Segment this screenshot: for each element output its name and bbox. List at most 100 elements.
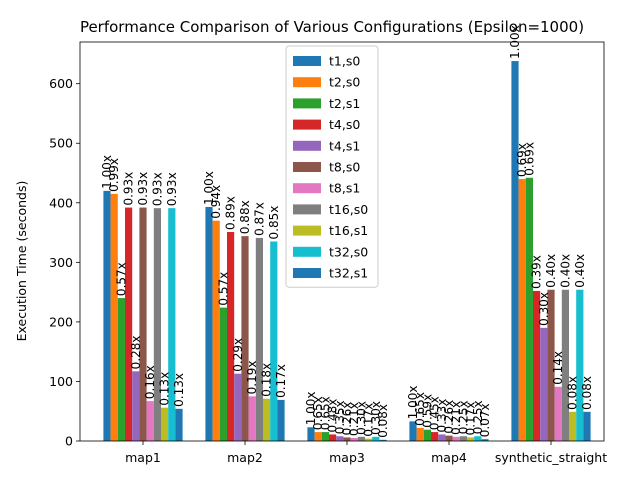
bar-label-t2-s0-map2: 0.94x: [209, 185, 223, 219]
bar-label-t4-s1-map1: 0.28x: [129, 335, 143, 369]
bar-t16-s1-map4: [467, 437, 475, 441]
x-tick-label-map4: map4: [431, 450, 467, 465]
bar-t4-s0-map3: [329, 434, 337, 441]
bar-label-t32-s0-map2: 0.85x: [267, 206, 281, 240]
bar-t4-s0-map1: [125, 207, 133, 441]
bar-t4-s1-map4: [438, 434, 446, 441]
bar-label-t4-s0-map3: 0.48x: [326, 399, 340, 433]
bar-label-t8-s0-map3: 0.26x: [340, 402, 354, 436]
bar-label-t8-s1-synthetic_straight: 0.14x: [551, 351, 565, 385]
legend-swatch-t8-s0: [293, 162, 321, 172]
bar-t1-s0-map2: [205, 206, 213, 441]
bar-t32-s0-map1: [168, 208, 176, 441]
bar-label-t1-s0-map1: 1.00x: [100, 155, 114, 189]
y-tick-label-200: 200: [49, 314, 73, 329]
legend-label-t4-s1: t4,s1: [329, 138, 360, 153]
legend-swatch-t1-s0: [293, 56, 321, 66]
bar-t16-s0-map3: [357, 436, 365, 441]
bar-t4-s1-synthetic_straight: [540, 327, 548, 441]
bar-t8-s1-map1: [146, 401, 154, 441]
bar-t16-s0-synthetic_straight: [561, 289, 569, 441]
x-tick-label-synthetic_straight: synthetic_straight: [495, 450, 607, 465]
bar-t2-s0-map3: [314, 432, 322, 441]
bar-t32-s1-map3: [379, 439, 387, 441]
bar-t4-s1-map2: [234, 373, 242, 441]
bar-labels-layer: 1.00x0.99x0.57x0.93x0.28x0.93x0.16x0.93x…: [100, 25, 594, 438]
bar-t16-s0-map4: [459, 436, 467, 441]
bar-label-t8-s1-map1: 0.16x: [143, 365, 157, 399]
bar-t8-s1-map2: [248, 396, 256, 441]
x-tick-label-map2: map2: [227, 450, 263, 465]
bar-t16-s1-synthetic_straight: [569, 411, 577, 441]
bar-t8-s0-map2: [241, 236, 249, 441]
bar-label-t32-s0-map3: 0.30x: [369, 401, 383, 435]
bar-t4-s1-map1: [132, 371, 140, 441]
legend-label-t32-s0: t32,s0: [329, 244, 368, 259]
bar-label-t4-s1-synthetic_straight: 0.30x: [537, 292, 551, 326]
bar-label-t32-s1-map1: 0.13x: [172, 373, 186, 407]
bar-label-t8-s1-map2: 0.19x: [245, 361, 259, 395]
bar-t1-s0-synthetic_straight: [511, 61, 519, 442]
y-tick-label-300: 300: [49, 255, 73, 270]
bar-label-t32-s1-map3: 0.08x: [376, 404, 390, 438]
bar-label-t32-s0-map4: 0.25x: [471, 400, 485, 434]
bar-t1-s0-map4: [409, 421, 417, 441]
bar-t2-s1-map4: [423, 429, 431, 441]
bar-label-t4-s0-map2: 0.89x: [224, 196, 238, 230]
bar-label-t2-s0-map4: 0.65x: [413, 392, 427, 426]
bar-label-t16-s0-map4: 0.25x: [456, 400, 470, 434]
bar-label-t8-s0-map2: 0.88x: [238, 200, 252, 234]
bar-label-t1-s0-map2: 1.00x: [202, 171, 216, 205]
bar-t2-s0-map2: [212, 220, 220, 441]
y-tick-label-500: 500: [49, 136, 73, 151]
bar-t32-s1-map4: [481, 439, 489, 441]
bar-t8-s1-map4: [452, 436, 460, 441]
axes-layer: map1 map2 map3 map4 synthetic_straight 0 100 20…: [49, 41, 607, 465]
bar-label-t1-s0-map4: 1.00x: [406, 386, 420, 420]
bar-label-t8-s1-map3: 0.21x: [347, 402, 361, 436]
legend-swatch-t32-s1: [293, 268, 321, 278]
bar-label-t4-s1-map4: 0.33x: [435, 399, 449, 433]
bar-t1-s0-map3: [307, 427, 315, 441]
legend-label-t32-s1: t32,s1: [329, 266, 368, 281]
bar-label-t2-s0-synthetic_straight: 0.69x: [515, 143, 529, 177]
bar-label-t4-s1-map2: 0.29x: [231, 338, 245, 372]
bar-t2-s0-map4: [416, 427, 424, 441]
legend-label-t16-s0: t16,s0: [329, 202, 368, 217]
bar-t32-s0-map4: [474, 436, 482, 441]
bar-t2-s0-synthetic_straight: [518, 178, 526, 441]
bar-label-t4-s1-map3: 0.35x: [333, 400, 347, 434]
bar-label-t8-s0-map4: 0.26x: [442, 400, 456, 434]
legend-swatch-t32-s0: [293, 246, 321, 257]
bar-t32-s1-map1: [175, 408, 183, 441]
legend-swatch-t2-s0: [293, 77, 321, 88]
bar-label-t16-s1-map3: 0.17x: [362, 403, 376, 437]
legend-swatch-t4-s1: [293, 140, 321, 151]
bar-t1-s0-map1: [103, 190, 111, 441]
bar-t8-s1-synthetic_straight: [554, 386, 562, 441]
bar-label-t32-s1-synthetic_straight: 0.08x: [580, 376, 594, 410]
bars-layer: [103, 61, 591, 442]
bar-t4-s0-map4: [431, 432, 439, 441]
bar-t8-s0-synthetic_straight: [547, 289, 555, 441]
bar-label-t32-s0-synthetic_straight: 0.40x: [573, 254, 587, 288]
legend-swatch-t2-s1: [293, 98, 321, 109]
bar-label-t2-s1-map3: 0.65x: [318, 396, 332, 430]
bar-label-t1-s0-map3: 1.00x: [304, 391, 318, 425]
legend-label-t8-s1: t8,s1: [329, 181, 360, 196]
legend: t1,s0 t2,s0 t2,s1 t4,s0 t4,s1 t8,s0 t8,s1 t16,s…: [285, 45, 379, 288]
legend-label-t1-s0: t1,s0: [329, 54, 360, 69]
plot-frame: [79, 41, 605, 442]
legend-swatch-t16-s0: [293, 204, 321, 215]
bar-label-t2-s1-map1: 0.57x: [114, 262, 128, 296]
bar-t16-s1-map2: [263, 398, 271, 441]
legend-label-t16-s1: t16,s1: [329, 223, 368, 238]
bar-t32-s1-map2: [277, 399, 285, 441]
bar-label-t16-s1-synthetic_straight: 0.08x: [566, 376, 580, 410]
bar-t2-s1-map1: [117, 298, 125, 441]
bar-t4-s0-synthetic_straight: [533, 290, 541, 441]
bar-label-t2-s1-map4: 0.59x: [420, 394, 434, 428]
legend-label-t2-s1: t2,s1: [329, 96, 360, 111]
bar-label-t16-s1-map1: 0.13x: [158, 372, 172, 406]
